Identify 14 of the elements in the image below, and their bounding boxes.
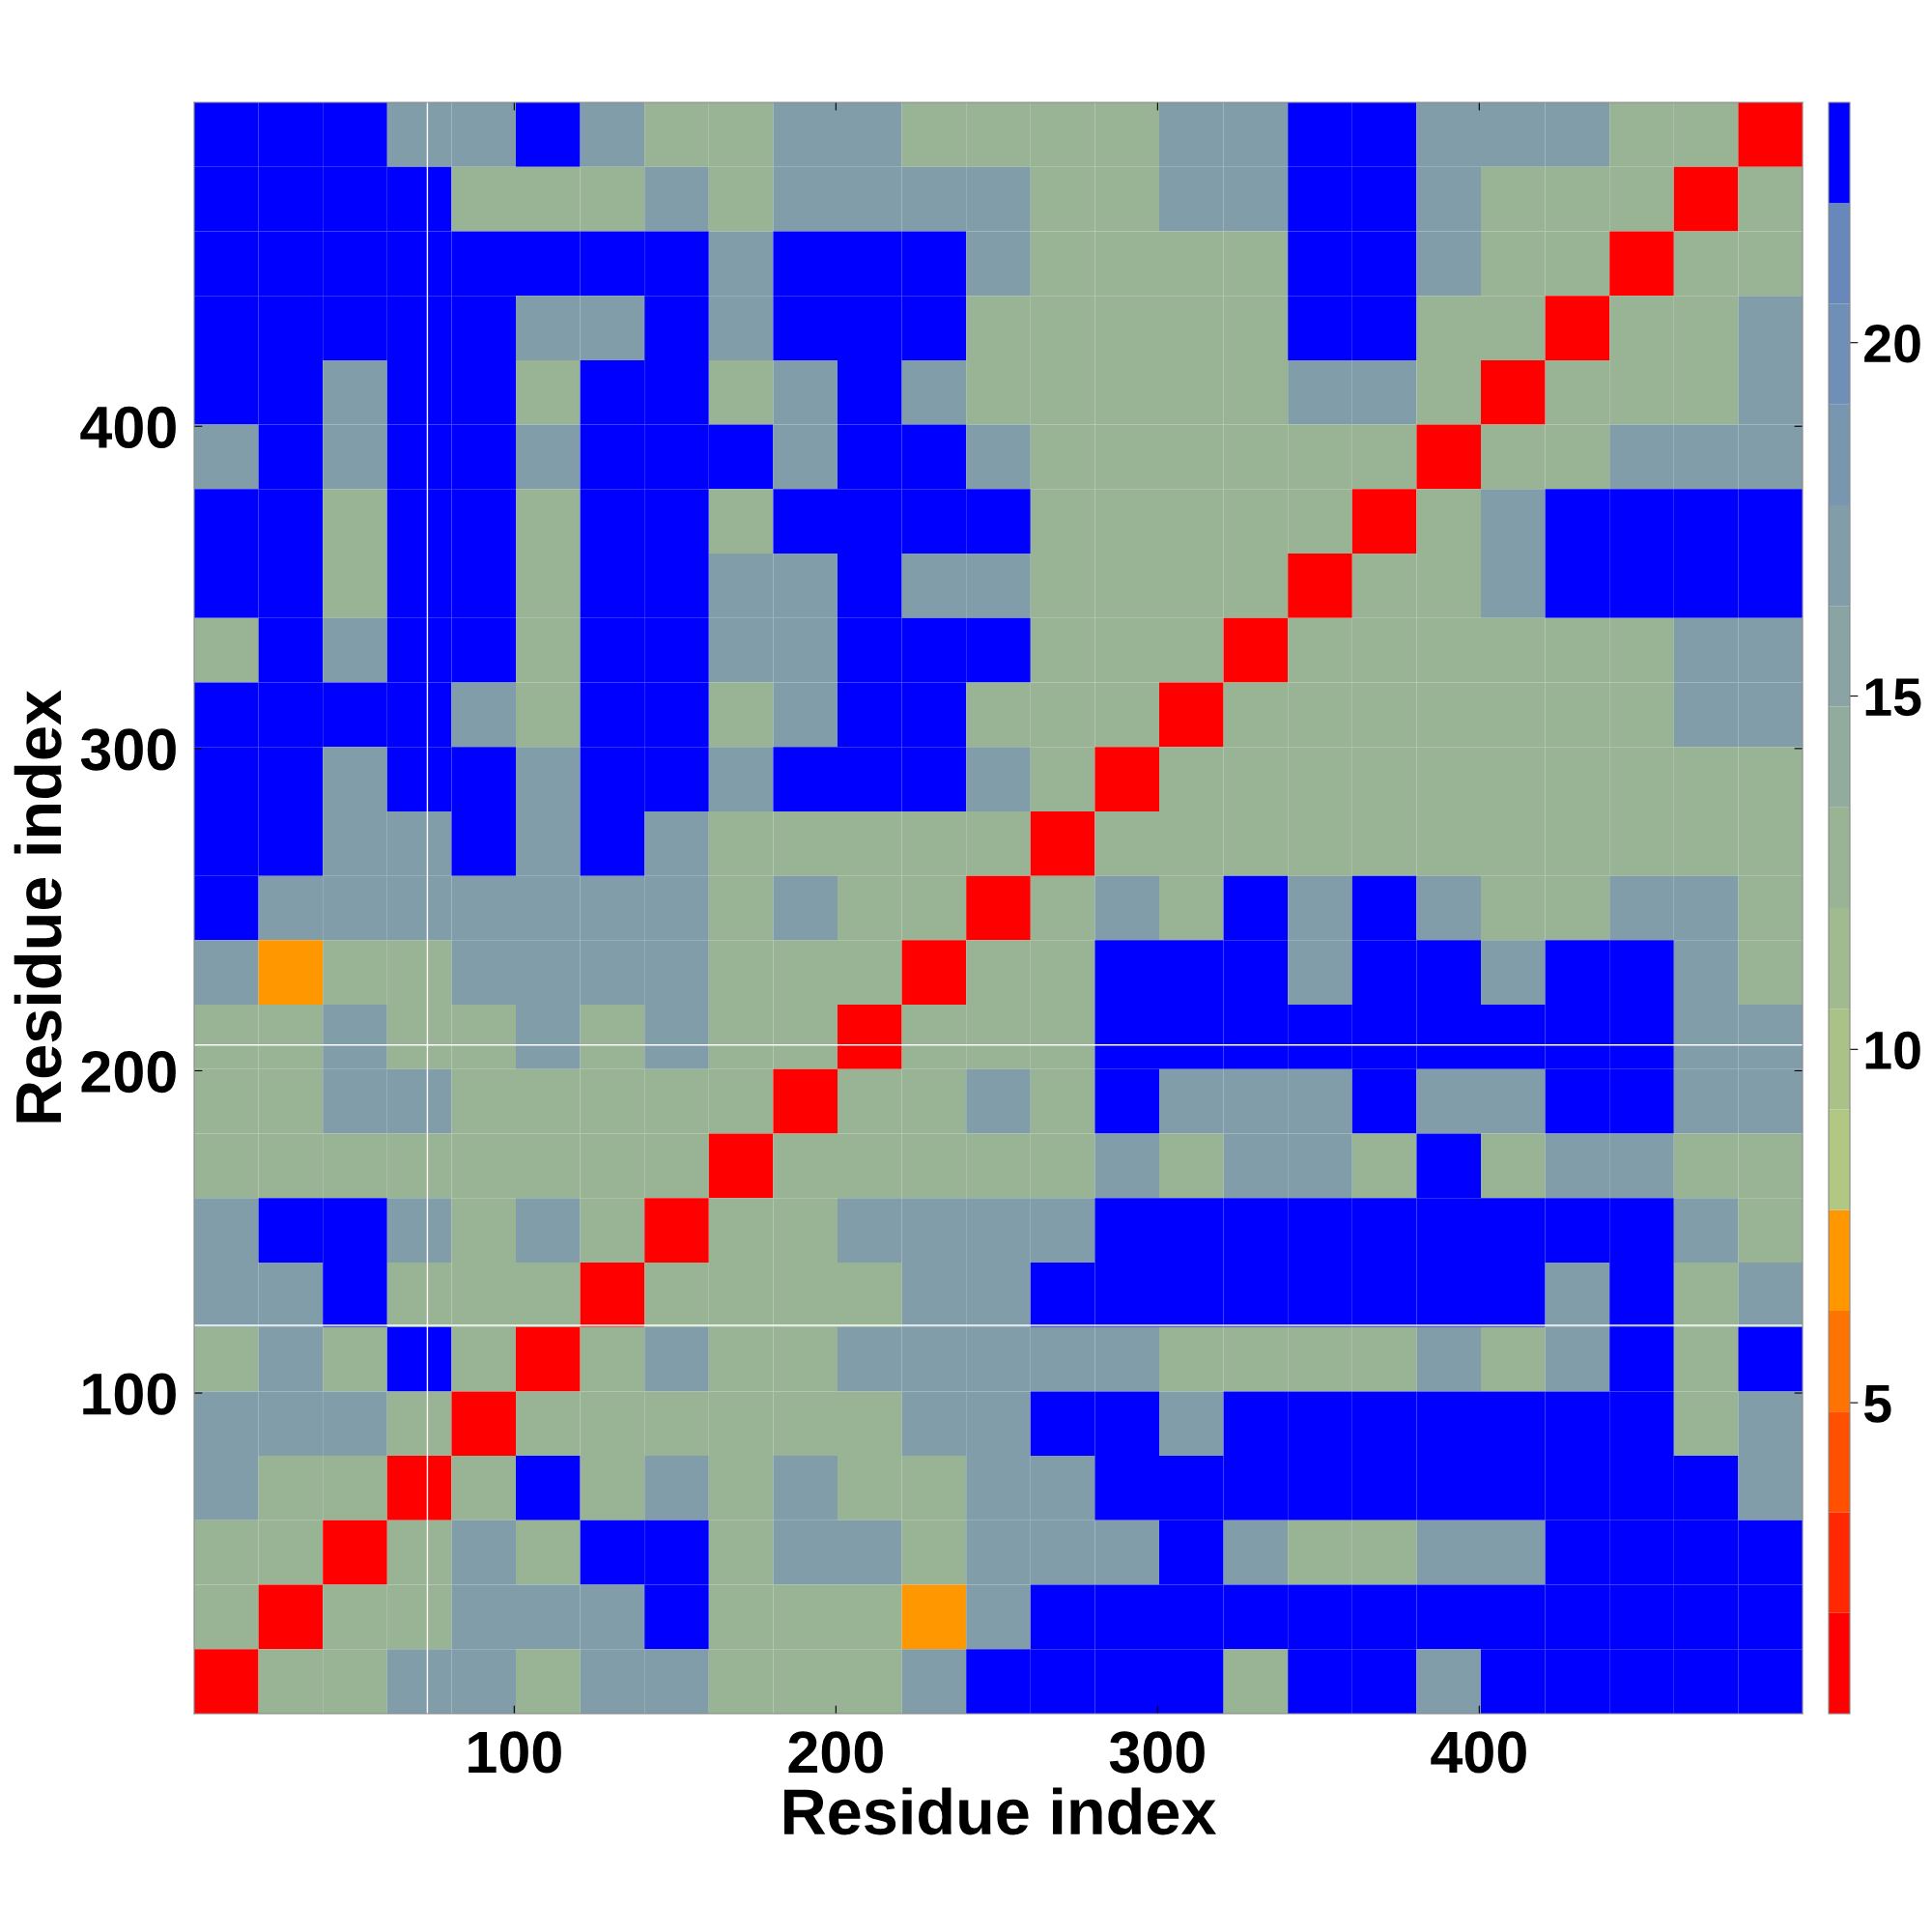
color-bar-label: 5 xyxy=(1863,1385,1891,1423)
y-tick-label: 100 xyxy=(83,1373,176,1415)
x-tick-label: 200 xyxy=(788,1731,883,1774)
color-bar-label: 15 xyxy=(1865,678,1921,717)
y-tick-label: 200 xyxy=(81,1050,176,1094)
color-bar-label: 10 xyxy=(1865,1031,1920,1069)
x-tick-label: 400 xyxy=(1431,1731,1526,1774)
y-tick-label: 300 xyxy=(80,728,176,771)
y-axis-title: Residue index xyxy=(14,690,62,1122)
x-axis-title: Residue index xyxy=(783,1787,1217,1835)
x-tick-label: 100 xyxy=(469,1731,561,1774)
x-tick-label: 300 xyxy=(1109,1731,1205,1774)
color-bar-label: 20 xyxy=(1864,325,1920,363)
y-tick-label: 400 xyxy=(80,406,176,449)
